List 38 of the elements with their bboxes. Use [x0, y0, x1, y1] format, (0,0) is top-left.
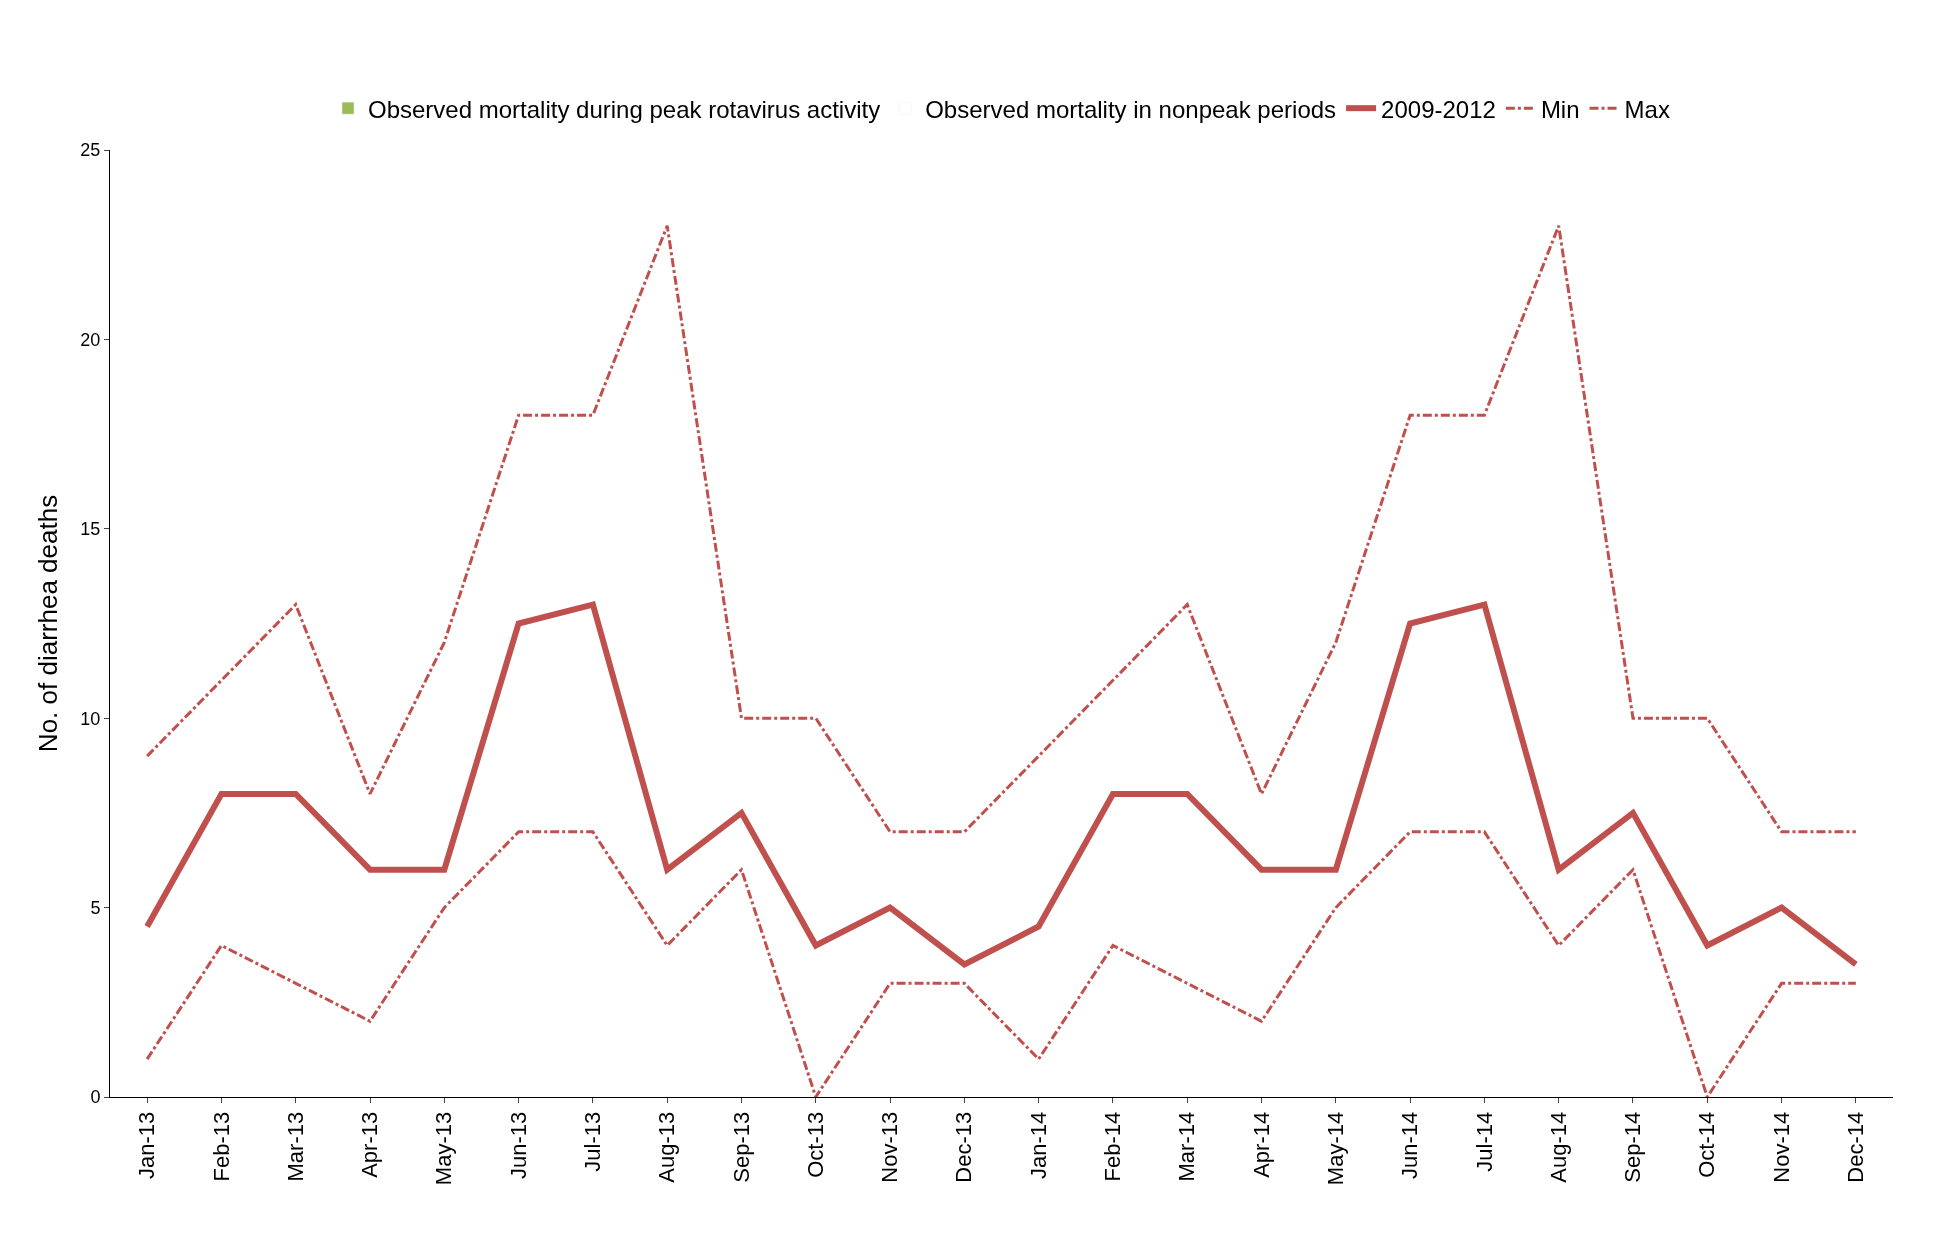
- y-tick-label: 20: [80, 329, 101, 350]
- x-tick-label: May-13: [431, 1111, 457, 1186]
- x-tick-label: Jan-13: [134, 1111, 160, 1180]
- y-tick-label: 0: [90, 1087, 101, 1108]
- y-axis-title: No. of diarrhea deaths: [32, 494, 63, 753]
- y-tick-label: 5: [90, 897, 101, 918]
- x-tick-label: Oct-13: [802, 1111, 828, 1178]
- x-tick-label: Sep-14: [1620, 1111, 1646, 1183]
- legend-label: Max: [1624, 95, 1670, 123]
- x-tick-label: Jan-14: [1025, 1111, 1051, 1180]
- line-series: [145, 224, 1858, 834]
- x-tick-label: Feb-14: [1100, 1111, 1126, 1182]
- line-series: [145, 830, 1858, 1097]
- y-tick-label: 10: [80, 708, 101, 729]
- x-tick-label: Sep-13: [728, 1111, 754, 1183]
- x-tick-label: Apr-14: [1248, 1111, 1274, 1178]
- x-tick-label: May-14: [1322, 1111, 1348, 1186]
- x-tick-label: Apr-13: [357, 1111, 383, 1178]
- legend-label: 2009-2012: [1381, 95, 1496, 123]
- x-tick-label: Dec-14: [1843, 1111, 1868, 1183]
- x-tick-label: Jun-14: [1397, 1111, 1423, 1180]
- x-tick-label: Nov-13: [877, 1111, 903, 1183]
- x-tick-label: Feb-13: [208, 1111, 234, 1182]
- x-tick-label: Aug-14: [1545, 1111, 1571, 1183]
- y-tick-label: 25: [80, 140, 101, 161]
- x-tick-label: Mar-13: [282, 1111, 308, 1182]
- x-tick-label: Jul-13: [580, 1111, 606, 1172]
- x-tick-label: Nov-14: [1768, 1111, 1794, 1183]
- x-tick-label: Mar-14: [1174, 1111, 1200, 1182]
- x-tick-label: Jun-13: [505, 1111, 531, 1180]
- legend-label: Observed mortality during peak rotavirus activity: [368, 95, 881, 123]
- legend-label: Observed mortality in nonpeak periods: [925, 95, 1337, 123]
- y-tick-label: 15: [80, 519, 101, 540]
- x-tick-label: Jul-14: [1471, 1111, 1497, 1172]
- legend-label: Min: [1540, 95, 1580, 123]
- x-tick-label: Oct-14: [1694, 1111, 1720, 1178]
- x-tick-label: Dec-13: [951, 1111, 977, 1183]
- x-tick-label: Aug-13: [654, 1111, 680, 1183]
